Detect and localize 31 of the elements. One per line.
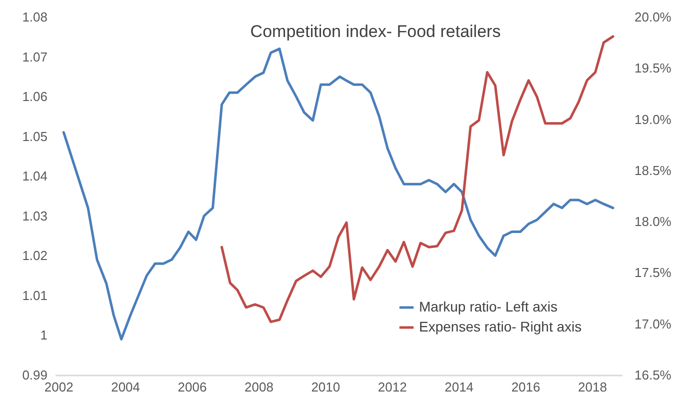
x-tick-label: 2018 xyxy=(578,380,607,394)
y2-tick-label: 18.0% xyxy=(634,214,672,230)
x-tick-label: 2002 xyxy=(44,380,74,394)
y2-tick-label: 20.0% xyxy=(634,10,672,24)
x-tick-label: 2012 xyxy=(378,380,407,394)
y-tick-label: 1.02 xyxy=(22,248,48,264)
y2-tick-label: 16.5% xyxy=(634,368,672,382)
y-tick-label: 1.03 xyxy=(22,208,48,224)
y-tick-label: 1.05 xyxy=(22,128,48,144)
chart-title: Competition index- Food retailers xyxy=(250,22,501,41)
y2-tick-label: 18.5% xyxy=(634,162,672,178)
y2-tick-label: 19.5% xyxy=(634,60,672,76)
legend-label: Markup ratio- Left axis xyxy=(419,298,558,314)
y2-tick-label: 17.0% xyxy=(634,316,672,332)
x-tick-label: 2006 xyxy=(178,380,207,394)
x-tick-label: 2016 xyxy=(511,380,540,394)
y-tick-label: 1.07 xyxy=(22,49,48,64)
y2-tick-label: 17.5% xyxy=(634,265,672,280)
y-tick-label: 0.99 xyxy=(22,368,48,382)
legend-label: Expenses ratio- Right axis xyxy=(419,318,582,334)
x-tick-label: 2010 xyxy=(311,380,340,394)
x-tick-label: 2014 xyxy=(444,380,474,394)
x-tick-label: 2008 xyxy=(244,380,274,394)
y-tick-label: 1.08 xyxy=(22,10,48,24)
y-tick-label: 1.01 xyxy=(22,288,48,303)
y-tick-label: 1.06 xyxy=(22,89,48,104)
line-series xyxy=(62,48,614,340)
x-tick-label: 2004 xyxy=(111,380,140,394)
y-tick-label: 1 xyxy=(40,328,48,343)
y-tick-label: 1.04 xyxy=(22,168,48,184)
y2-tick-label: 19.0% xyxy=(634,112,672,127)
